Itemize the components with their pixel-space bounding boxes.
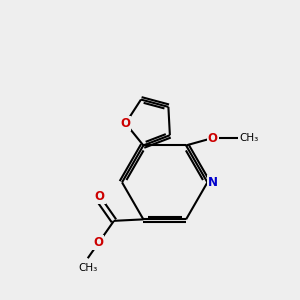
Text: O: O <box>93 236 103 249</box>
Text: N: N <box>208 176 218 189</box>
Text: CH₃: CH₃ <box>239 133 258 143</box>
Text: O: O <box>94 190 105 203</box>
Text: CH₃: CH₃ <box>78 262 98 273</box>
Text: O: O <box>121 117 130 130</box>
Text: O: O <box>208 132 218 145</box>
